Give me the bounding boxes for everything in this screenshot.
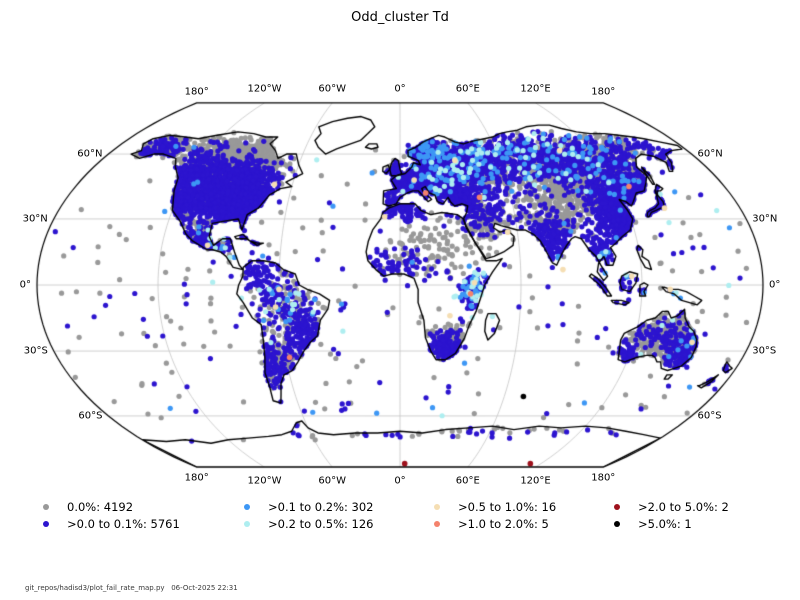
legend-label: >0.1 to 0.2%: 302 bbox=[268, 499, 374, 514]
lon-label-bottom: 120°E bbox=[520, 475, 551, 487]
legend-marker-icon bbox=[614, 503, 620, 510]
legend-label: >0.2 to 0.5%: 126 bbox=[268, 516, 374, 531]
lon-label-top: 120°E bbox=[520, 83, 551, 95]
legend-item: >0.0 to 0.1%: 5761 bbox=[43, 516, 180, 531]
legend-marker-icon bbox=[434, 503, 440, 510]
lat-label-left: 30°S bbox=[23, 345, 48, 357]
legend-item: 0.0%: 4192 bbox=[43, 499, 134, 514]
legend-label: >0.5 to 1.0%: 16 bbox=[458, 499, 557, 514]
legend-label: >0.0 to 0.1%: 5761 bbox=[67, 516, 180, 531]
lat-label-right: 0° bbox=[769, 279, 781, 291]
legend-item: >1.0 to 2.0%: 5 bbox=[434, 516, 549, 531]
legend-marker-icon bbox=[244, 520, 250, 527]
legend-marker-icon bbox=[43, 520, 49, 527]
lon-label-top: 60°E bbox=[455, 83, 480, 95]
lon-label-bottom: 60°E bbox=[455, 475, 480, 487]
legend-marker-icon bbox=[614, 520, 620, 527]
lon-label-top: 120°W bbox=[247, 83, 282, 95]
lon-label-top: 180° bbox=[184, 86, 209, 98]
legend-marker-icon bbox=[43, 503, 49, 510]
lon-label-bottom: 180° bbox=[184, 472, 209, 484]
lon-label-bottom: 0° bbox=[394, 475, 406, 487]
lat-label-right: 60°N bbox=[697, 148, 723, 160]
legend-item: >5.0%: 1 bbox=[614, 516, 692, 531]
legend-marker-icon bbox=[244, 503, 250, 510]
legend-item: >0.5 to 1.0%: 16 bbox=[434, 499, 557, 514]
lat-label-right: 30°S bbox=[752, 345, 777, 357]
lat-label-right: 30°N bbox=[752, 213, 778, 225]
lon-label-top: 60°W bbox=[318, 83, 347, 95]
lon-label-top: 0° bbox=[394, 83, 406, 95]
legend-marker-icon bbox=[434, 520, 440, 527]
lon-label-bottom: 120°W bbox=[247, 475, 282, 487]
legend-label: >1.0 to 2.0%: 5 bbox=[458, 516, 549, 531]
lat-label-left: 30°N bbox=[22, 213, 48, 225]
legend-item: >0.2 to 0.5%: 126 bbox=[244, 516, 374, 531]
lon-label-top: 180° bbox=[591, 86, 616, 98]
legend-label: >5.0%: 1 bbox=[638, 516, 692, 531]
lat-label-left: 60°S bbox=[78, 410, 103, 422]
footer-text: git_repos/hadisd3/plot_fail_rate_map.py … bbox=[25, 584, 238, 592]
lat-label-right: 60°S bbox=[697, 410, 722, 422]
lon-label-bottom: 180° bbox=[591, 472, 616, 484]
lon-label-bottom: 60°W bbox=[318, 475, 347, 487]
legend-label: >2.0 to 5.0%: 2 bbox=[638, 499, 729, 514]
lat-label-left: 0° bbox=[19, 279, 31, 291]
lat-label-left: 60°N bbox=[77, 148, 103, 160]
legend-item: >0.1 to 0.2%: 302 bbox=[244, 499, 374, 514]
legend-label: 0.0%: 4192 bbox=[67, 499, 134, 514]
legend-item: >2.0 to 5.0%: 2 bbox=[614, 499, 729, 514]
